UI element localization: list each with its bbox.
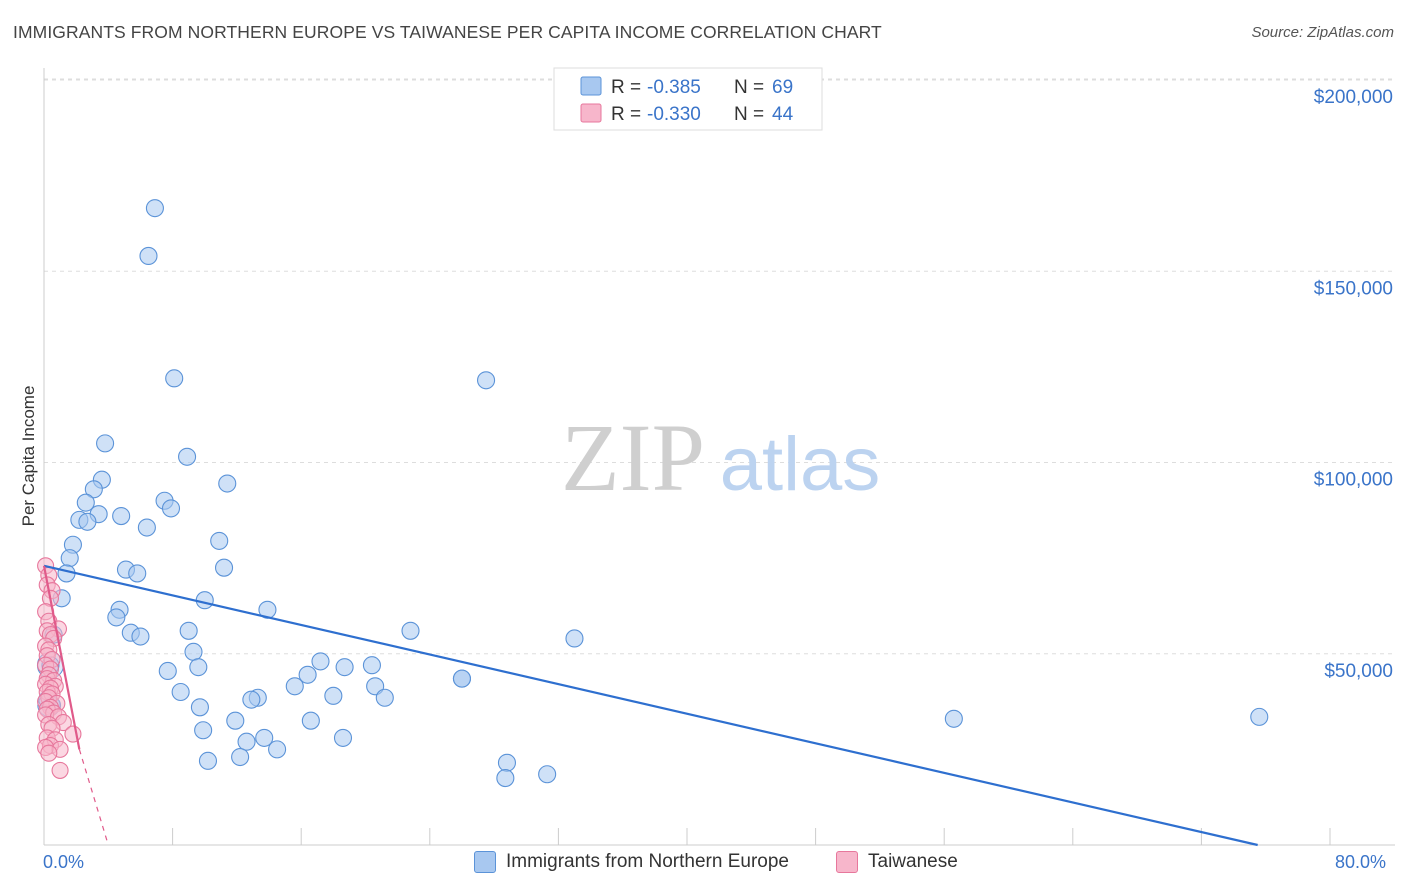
legend-label-immigrants: Immigrants from Northern Europe bbox=[506, 851, 789, 872]
data-point-blue bbox=[137, 518, 156, 537]
data-point-blue bbox=[178, 447, 197, 466]
data-point-blue bbox=[477, 371, 496, 390]
data-point-blue bbox=[131, 627, 150, 646]
data-point-blue bbox=[184, 642, 203, 661]
legend-label-taiwanese: Taiwanese bbox=[868, 851, 958, 872]
data-point-blue bbox=[324, 686, 343, 705]
legend-top: R = -0.385 N = 69 R = -0.330 N = 44 bbox=[553, 67, 823, 131]
data-point-blue bbox=[375, 688, 394, 707]
data-point-pink bbox=[40, 744, 58, 762]
data-point-blue bbox=[96, 434, 115, 453]
data-point-blue bbox=[565, 629, 584, 648]
data-point-blue bbox=[242, 690, 261, 709]
data-point-blue bbox=[218, 474, 237, 493]
data-point-blue bbox=[189, 658, 208, 677]
watermark: ZIP atlas bbox=[561, 404, 880, 511]
data-point-blue bbox=[226, 711, 245, 730]
trend-line-taiwanese bbox=[42, 565, 81, 750]
data-point-blue bbox=[538, 765, 557, 784]
data-point-blue bbox=[107, 608, 126, 627]
data-point-blue bbox=[285, 677, 304, 696]
data-point-blue bbox=[496, 769, 515, 788]
data-point-blue bbox=[190, 698, 209, 717]
legend-swatch-pink bbox=[580, 103, 602, 123]
data-point-blue bbox=[237, 732, 256, 751]
series-taiwanese bbox=[37, 557, 82, 779]
y-tick-label: $200,000 bbox=[1314, 87, 1393, 108]
data-point-blue bbox=[161, 499, 181, 518]
data-point-blue bbox=[195, 591, 214, 610]
x-tick-label-max: 80.0% bbox=[1335, 852, 1387, 872]
data-point-blue bbox=[301, 711, 320, 730]
data-point-blue bbox=[128, 564, 147, 583]
data-point-blue bbox=[335, 658, 354, 677]
data-point-blue bbox=[145, 199, 164, 218]
y-tick-label: $150,000 bbox=[1314, 278, 1393, 299]
data-point-blue bbox=[268, 740, 287, 759]
data-point-blue bbox=[158, 661, 177, 681]
y-tick-label: $50,000 bbox=[1324, 661, 1393, 682]
data-point-blue bbox=[231, 747, 250, 767]
data-point-blue bbox=[112, 506, 131, 526]
watermark-atlas: atlas bbox=[720, 422, 881, 507]
data-point-blue bbox=[179, 621, 198, 640]
legend-swatch-taiwanese bbox=[836, 851, 858, 873]
data-point-blue bbox=[60, 549, 79, 568]
legend-bottom: Immigrants from Northern Europe Taiwanes… bbox=[0, 851, 1406, 879]
data-point-blue bbox=[452, 669, 472, 688]
legend-n-label-2: N = bbox=[734, 104, 764, 125]
legend-item-taiwanese[interactable]: Taiwanese bbox=[836, 851, 958, 873]
trend-line-taiwanese-extension bbox=[78, 749, 109, 846]
x-tick-label-min: 0.0% bbox=[43, 852, 85, 872]
data-point-blue bbox=[311, 652, 330, 671]
data-point-blue bbox=[194, 721, 213, 740]
data-point-blue bbox=[198, 751, 218, 770]
legend-n-value-1: 69 bbox=[772, 77, 793, 98]
data-point-blue bbox=[333, 728, 353, 747]
data-point-pink bbox=[51, 761, 69, 779]
data-point-blue bbox=[214, 558, 234, 577]
y-tick-labels: $50,000 $100,000 $150,000 $200,000 bbox=[1314, 87, 1393, 682]
y-tick-label: $100,000 bbox=[1314, 470, 1393, 491]
data-point-blue bbox=[171, 682, 190, 702]
trend-lines bbox=[42, 564, 1258, 847]
legend-r-label-2: R = bbox=[611, 104, 641, 125]
data-point-blue bbox=[210, 531, 229, 550]
legend-n-label-1: N = bbox=[734, 77, 764, 98]
chart-title: IMMIGRANTS FROM NORTHERN EUROPE VS TAIWA… bbox=[13, 22, 882, 42]
data-point-blue bbox=[84, 480, 103, 499]
legend-r-value-2: -0.330 bbox=[647, 104, 701, 125]
legend-n-value-2: 44 bbox=[772, 104, 794, 125]
data-point-blue bbox=[298, 665, 317, 684]
data-point-blue bbox=[497, 753, 517, 772]
data-point-blue bbox=[78, 512, 97, 531]
legend-item-immigrants[interactable]: Immigrants from Northern Europe bbox=[474, 851, 789, 873]
legend-swatch-blue bbox=[580, 76, 602, 96]
data-point-blue bbox=[401, 621, 420, 640]
data-point-blue bbox=[255, 728, 274, 747]
y-axis-label: Per Capita Income bbox=[19, 386, 38, 527]
data-point-blue bbox=[76, 493, 95, 512]
legend-swatch-immigrants bbox=[474, 851, 496, 873]
axes bbox=[43, 68, 1395, 846]
legend-r-value-1: -0.385 bbox=[647, 77, 701, 98]
data-point-blue bbox=[944, 709, 963, 728]
watermark-zip: ZIP bbox=[561, 404, 705, 511]
data-point-blue bbox=[165, 369, 184, 388]
source-credit: Source: ZipAtlas.com bbox=[1251, 24, 1394, 41]
grid-lines bbox=[44, 78, 1395, 655]
data-point-blue bbox=[139, 246, 158, 265]
legend-r-label-1: R = bbox=[611, 77, 641, 98]
data-point-blue bbox=[362, 656, 381, 675]
trend-line-immigrants bbox=[43, 564, 1258, 847]
data-point-blue bbox=[1250, 707, 1269, 726]
